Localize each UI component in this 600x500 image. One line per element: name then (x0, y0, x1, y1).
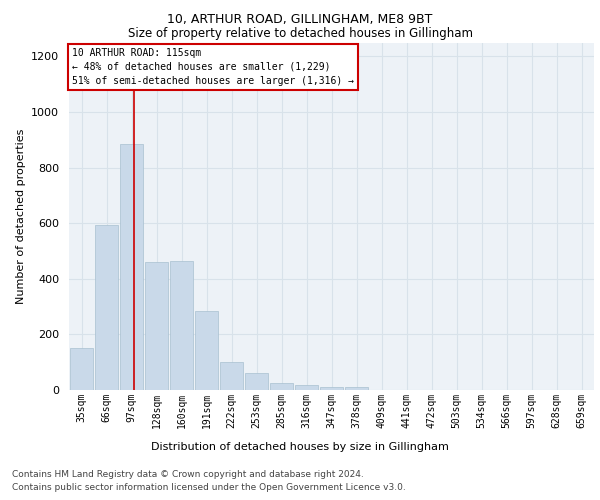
Bar (120, 144, 143, 390)
Bar (270, 383, 293, 390)
Bar (95, 225, 118, 390)
Text: Distribution of detached houses by size in Gillingham: Distribution of detached houses by size … (151, 442, 449, 452)
Text: Contains public sector information licensed under the Open Government Licence v3: Contains public sector information licen… (12, 482, 406, 492)
Y-axis label: Number of detached properties: Number of detached properties (16, 128, 26, 304)
Bar (145, 262, 168, 390)
Bar (245, 373, 268, 390)
Text: 10, ARTHUR ROAD, GILLINGHAM, ME8 9BT: 10, ARTHUR ROAD, GILLINGHAM, ME8 9BT (167, 12, 433, 26)
Bar (170, 260, 193, 390)
Text: Size of property relative to detached houses in Gillingham: Size of property relative to detached ho… (128, 28, 473, 40)
Bar (220, 362, 243, 390)
Bar (195, 311, 218, 390)
Bar (345, 387, 368, 390)
Text: 10 ARTHUR ROAD: 115sqm
← 48% of detached houses are smaller (1,229)
51% of semi-: 10 ARTHUR ROAD: 115sqm ← 48% of detached… (71, 48, 353, 86)
Bar (70, 348, 93, 390)
Bar (295, 385, 318, 390)
Bar (320, 387, 343, 390)
Text: Contains HM Land Registry data © Crown copyright and database right 2024.: Contains HM Land Registry data © Crown c… (12, 470, 364, 479)
